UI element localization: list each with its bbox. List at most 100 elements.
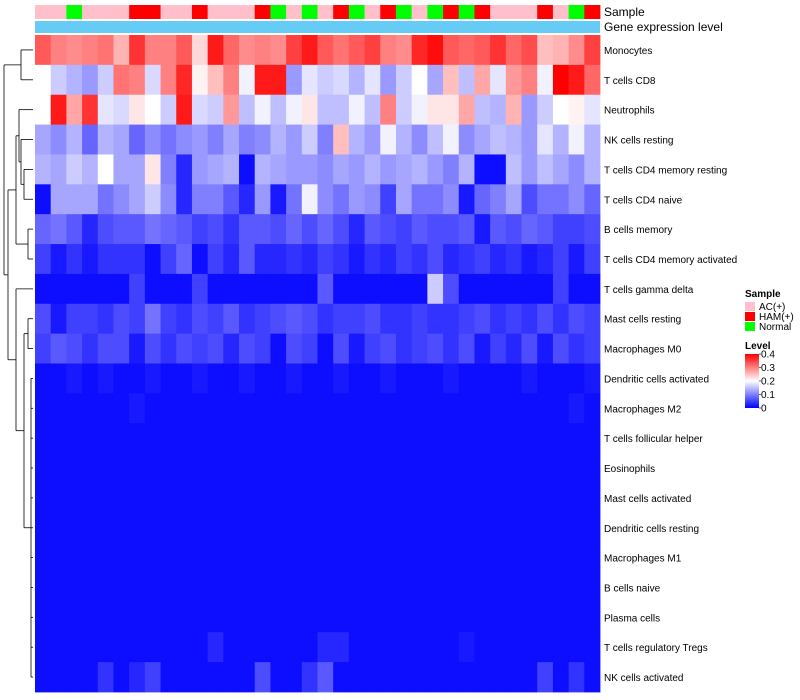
heatmap-cell [144,602,161,633]
heatmap-cell [474,512,491,544]
heatmap-cell [223,423,240,454]
heatmap-cell [427,662,444,693]
heatmap-cell [66,94,83,125]
heatmap-cell [427,303,444,335]
row-label: T cells follicular helper [604,434,703,445]
heatmap-cell [521,154,538,185]
heatmap-cell [301,214,318,245]
heatmap-cell [35,154,52,185]
heatmap-cell [474,453,491,484]
heatmap-cell [35,423,52,454]
heatmap-cell [97,154,114,185]
heatmap-cell [474,214,491,245]
heatmap-cell [521,35,538,66]
heatmap-cell [490,512,507,544]
heatmap-cell [380,184,397,215]
heatmap-cell [333,124,350,155]
sample-annotation-cell [35,5,52,19]
heatmap-cell [505,393,522,424]
heatmap-cell [568,512,585,544]
heatmap-cell [129,333,146,364]
heatmap-cell [427,333,444,364]
heatmap-cell [223,333,240,364]
heatmap-cell [552,662,570,693]
heatmap-cell [254,303,271,335]
heatmap-cell [395,393,413,424]
heatmap-cell [113,333,130,364]
heatmap-cell [144,482,161,514]
heatmap-cell [411,602,428,633]
heatmap-cell [144,154,161,185]
heatmap-cell [113,124,130,155]
heatmap-cell [490,572,507,603]
heatmap-cell [521,303,538,335]
heatmap-cell [223,35,240,66]
heatmap-cell [552,303,570,335]
heatmap-cell [552,214,570,245]
heatmap-cell [301,184,318,215]
heatmap-cell [395,35,413,66]
heatmap-cell [270,303,287,335]
heatmap-cell [301,662,318,693]
heatmap-cell [317,154,334,185]
heatmap-cell [364,393,381,424]
heatmap-cell [505,482,522,514]
heatmap-cell [176,423,193,454]
heatmap-cell [333,393,350,424]
heatmap-cell [568,662,585,693]
heatmap-cell [82,393,99,424]
heatmap-cell [490,94,507,125]
heatmap-cell [317,512,334,544]
heatmap-cell [458,124,475,155]
heatmap-cell [50,154,67,185]
heatmap-cell [66,393,83,424]
heatmap-cell [568,94,585,125]
heatmap-cell [286,602,303,633]
heatmap-cell [427,214,444,245]
heatmap-cell [35,124,52,155]
sample-legend-swatch [745,322,755,331]
heatmap-cell [113,632,130,663]
heatmap-cell [458,214,475,245]
heatmap-cell [364,602,381,633]
heatmap-cell [239,602,256,633]
heatmap-cell [505,94,522,125]
heatmap-cell [521,393,538,424]
heatmap-cell [82,602,99,633]
heatmap-cell [458,572,475,603]
heatmap-cell [66,184,83,215]
heatmap-cell [443,333,460,364]
heatmap-cell [348,35,365,66]
heatmap-cell [443,602,460,633]
heatmap-cell [113,214,130,245]
sample-annotation-cell [286,5,303,19]
heatmap-cell [191,214,209,245]
heatmap-cell [537,273,554,305]
heatmap-cell [286,482,303,514]
heatmap-cell [97,572,114,603]
heatmap-cell [82,273,99,305]
heatmap-cell [505,542,522,573]
heatmap-cell [144,512,161,544]
heatmap-cell [474,363,491,394]
heatmap-cell [380,453,397,484]
heatmap-cell [129,662,146,693]
heatmap-cell [348,453,365,484]
heatmap-cell [129,64,146,96]
heatmap-cell [239,423,256,454]
heatmap-cell [50,542,67,573]
row-label: Neutrophils [604,106,655,117]
heatmap-cell [443,662,460,693]
heatmap-cell [191,363,209,394]
sample-annotation-cell [537,5,554,19]
sample-annotation-cell [364,5,381,19]
heatmap-cell [191,662,209,693]
heatmap-cell [537,333,554,364]
heatmap-cell [301,363,318,394]
heatmap-cell [160,154,177,185]
heatmap-cell [301,273,318,305]
heatmap-cell [505,512,522,544]
heatmap-cell [66,64,83,96]
heatmap-cell [443,512,460,544]
heatmap-cell [82,542,99,573]
